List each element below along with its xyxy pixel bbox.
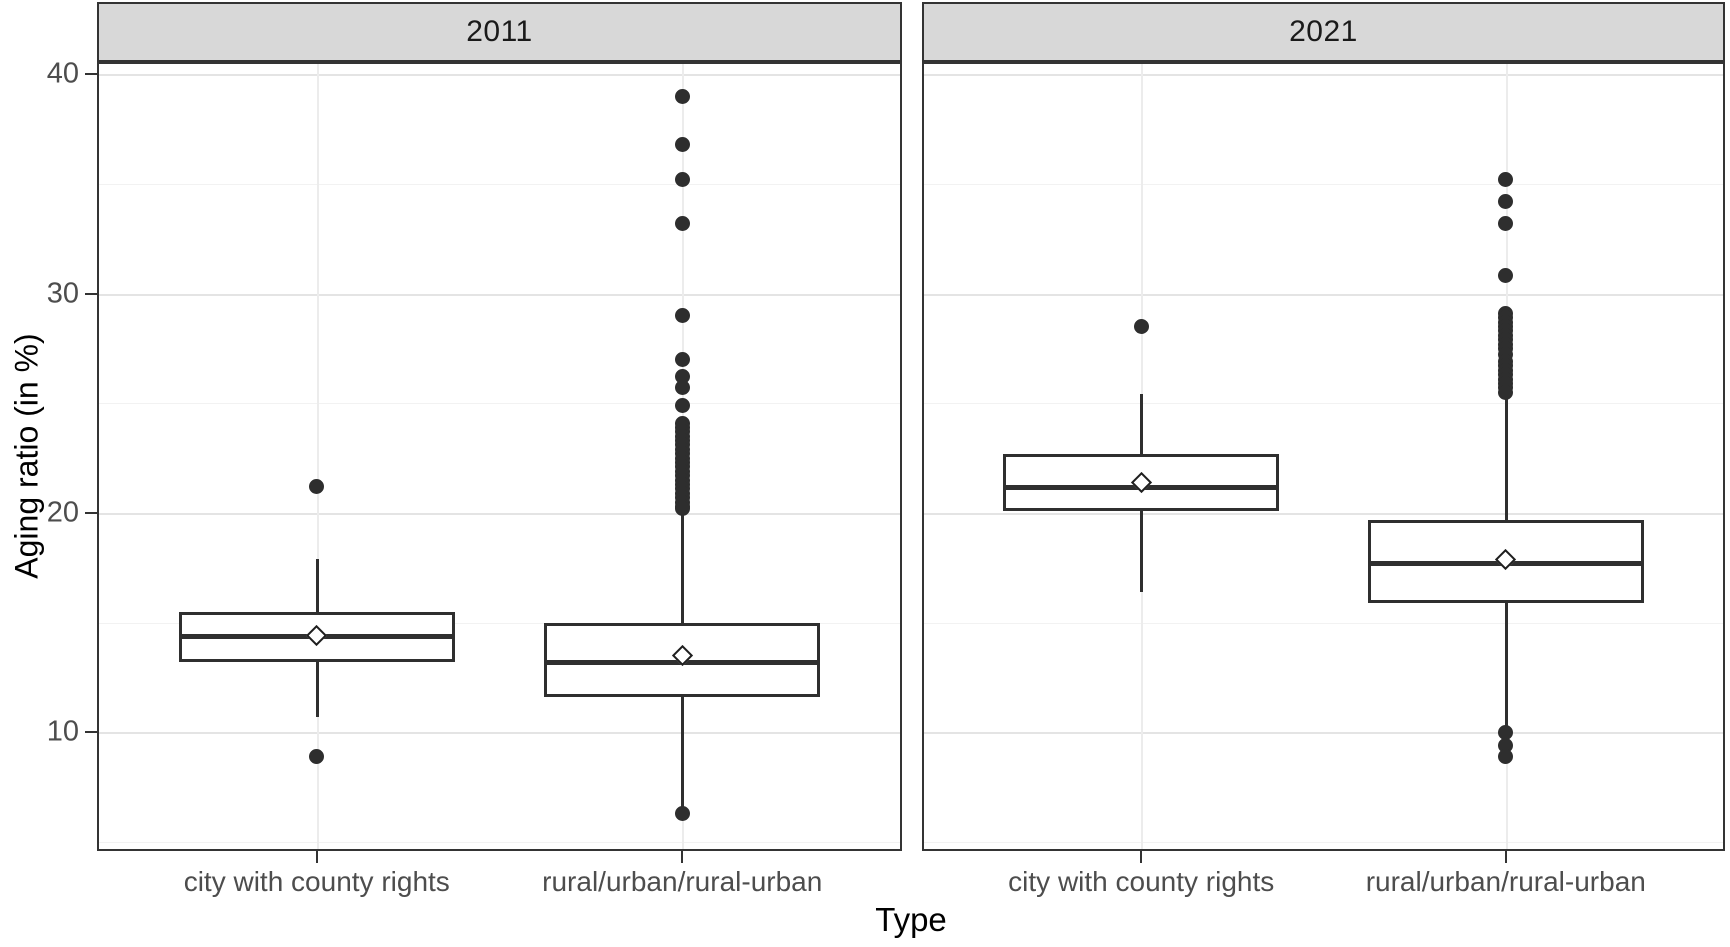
x-axis-tick xyxy=(315,851,318,863)
y-axis-tick-label: 10 xyxy=(46,715,79,748)
x-axis-tick xyxy=(681,851,684,863)
minor-gridline xyxy=(924,842,1723,844)
outlier-point xyxy=(1498,268,1514,284)
outlier-point xyxy=(1498,749,1514,765)
outlier-point xyxy=(674,380,690,396)
outlier-point xyxy=(674,136,690,152)
major-gridline xyxy=(99,513,900,515)
outlier-point xyxy=(1498,171,1514,187)
y-axis-tick xyxy=(85,731,97,734)
outlier-point xyxy=(674,171,690,187)
outlier-point xyxy=(674,397,690,413)
y-axis-tick-label: 40 xyxy=(46,57,79,90)
outlier-point xyxy=(674,88,690,104)
major-gridline xyxy=(99,732,900,735)
outlier-point xyxy=(674,806,690,822)
minor-gridline xyxy=(99,622,900,624)
y-axis-tick xyxy=(85,292,97,295)
box-iqr xyxy=(544,622,821,698)
outlier-point xyxy=(1498,724,1514,740)
y-axis-tick-label: 30 xyxy=(46,277,79,310)
major-gridline xyxy=(99,293,900,296)
major-gridline xyxy=(924,74,1723,77)
facet-strip-label: 2011 xyxy=(466,15,533,48)
facet-strip-label: 2021 xyxy=(1289,15,1358,48)
facet-strip: 2021 xyxy=(922,2,1725,62)
outlier-point xyxy=(1498,215,1514,231)
y-axis-tick xyxy=(85,512,97,514)
major-gridline xyxy=(99,74,900,77)
facet-strip: 2011 xyxy=(97,2,902,62)
outlier-point xyxy=(1133,318,1149,334)
outlier-point xyxy=(674,215,690,231)
minor-gridline xyxy=(924,622,1723,624)
category-gridline xyxy=(316,64,319,849)
outlier-point xyxy=(1498,384,1514,400)
minor-gridline xyxy=(99,842,900,844)
outlier-point xyxy=(309,749,325,765)
major-gridline xyxy=(924,732,1723,735)
x-axis-title: Type xyxy=(875,901,947,938)
minor-gridline xyxy=(99,183,900,185)
outlier-point xyxy=(309,479,325,495)
y-axis-tick-label: 20 xyxy=(46,496,79,529)
box-iqr xyxy=(1367,519,1644,603)
x-category-label: city with county rights xyxy=(1008,866,1275,897)
y-axis-title: Aging ratio (in %) xyxy=(8,333,45,579)
major-gridline xyxy=(924,293,1723,296)
y-axis-tick xyxy=(85,73,97,76)
plot-panel xyxy=(97,62,902,851)
minor-gridline xyxy=(924,183,1723,185)
major-gridline xyxy=(924,513,1723,515)
outlier-point xyxy=(674,501,690,517)
x-axis-tick xyxy=(1140,851,1143,863)
outlier-point xyxy=(1498,193,1514,209)
x-category-label: rural/urban/rural-urban xyxy=(542,866,823,897)
x-category-label: rural/urban/rural-urban xyxy=(1365,866,1646,897)
outlier-point xyxy=(674,307,690,323)
outlier-point xyxy=(674,351,690,367)
x-axis-tick xyxy=(1504,851,1507,863)
minor-gridline xyxy=(99,403,900,405)
minor-gridline xyxy=(924,403,1723,405)
x-category-label: city with county rights xyxy=(183,866,450,897)
plot-panel xyxy=(922,62,1725,851)
